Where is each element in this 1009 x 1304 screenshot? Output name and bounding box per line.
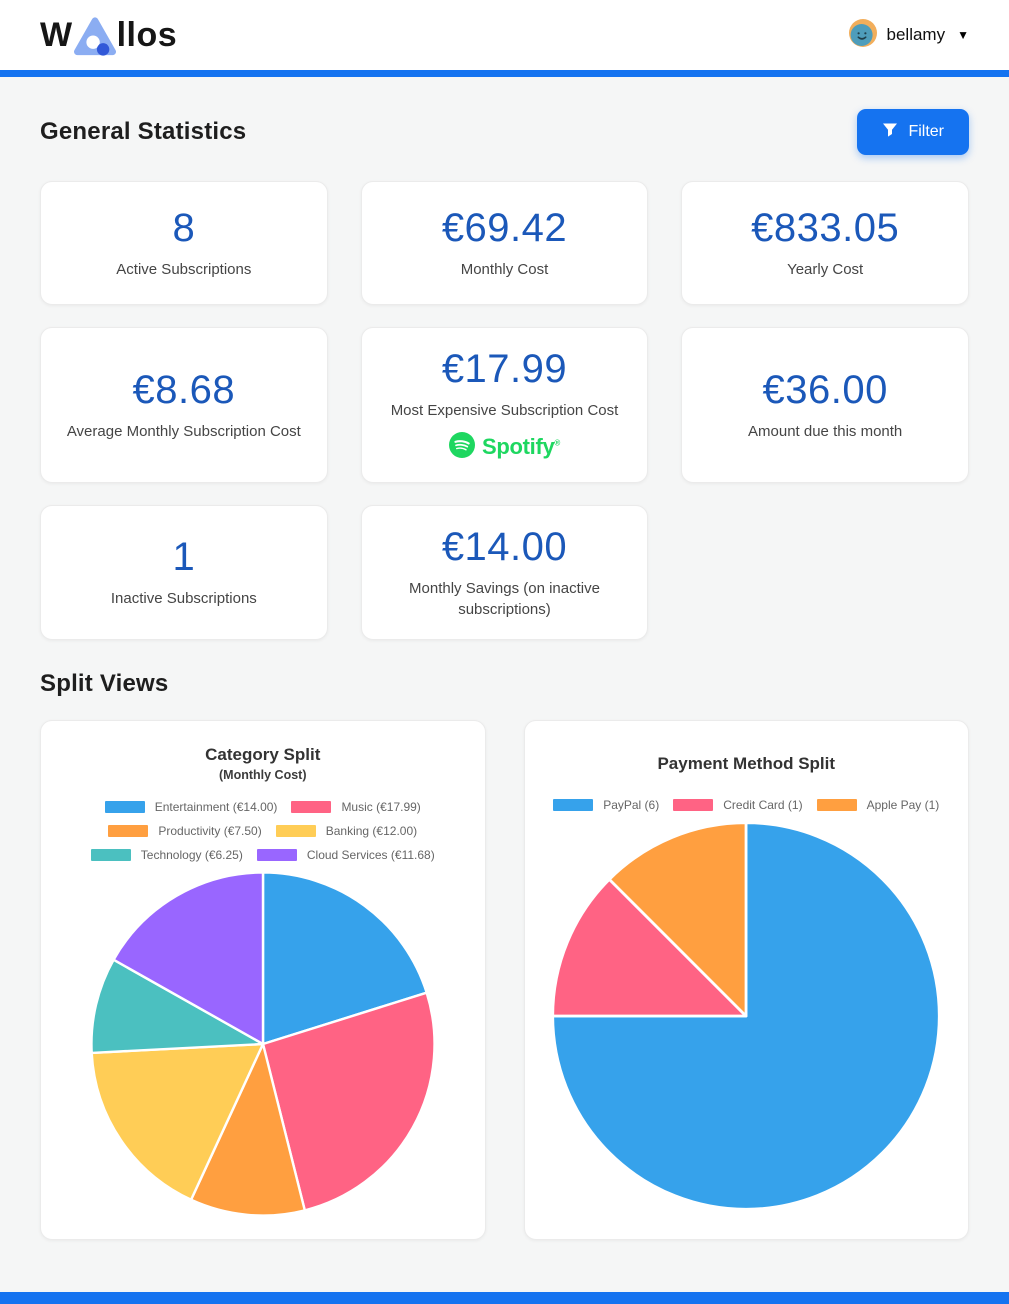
stat-card-monthly-savings: €14.00 Monthly Savings (on inactive subs… (360, 505, 649, 640)
legend-swatch (816, 799, 857, 812)
legend-swatch (108, 825, 149, 838)
legend-swatch (256, 849, 297, 862)
filter-button[interactable]: Filter (857, 109, 969, 155)
stat-card-active-subscriptions: 8 Active Subscriptions (40, 181, 328, 305)
legend-item-credit-card[interactable]: Credit Card (1) (673, 798, 803, 813)
logo-triangle-icon (73, 14, 117, 56)
pie-slice-banking[interactable] (90, 1043, 264, 1202)
stat-cards-grid: 8 Active Subscriptions €69.42 Monthly Co… (40, 181, 969, 640)
stat-card-amount-due: €36.00 Amount due this month (681, 327, 969, 483)
pie-slice-credit-card[interactable] (551, 878, 748, 1018)
pie-slice-music[interactable] (261, 991, 436, 1212)
main-content: General Statistics Filter 8 Active Subsc… (0, 77, 1009, 1240)
stat-label: Most Expensive Subscription Cost (390, 402, 619, 420)
stat-value: €17.99 (441, 347, 568, 392)
stat-label: Average Monthly Subscription Cost (66, 422, 301, 440)
stat-label: Active Subscriptions (116, 260, 252, 278)
stat-card-inactive-subscriptions: 1 Inactive Subscriptions (40, 505, 328, 640)
stat-card-yearly-cost: €833.05 Yearly Cost (681, 181, 969, 305)
payment-method-split-title: Payment Method Split (657, 754, 836, 773)
chevron-down-icon: ▼ (957, 28, 969, 42)
category-split-subtitle: (Monthly Cost) (219, 768, 307, 783)
legend-swatch (291, 801, 332, 814)
stat-label: Monthly Cost (460, 260, 549, 278)
stat-label: Yearly Cost (787, 260, 864, 278)
payment-method-split-legend: PayPal (6) Credit Card (1) Apple Pay (1) (553, 798, 939, 812)
legend-item-productivity[interactable]: Productivity (€7.50) (108, 824, 262, 839)
pie-slice-technology[interactable] (89, 958, 264, 1055)
general-statistics-title: General Statistics (40, 118, 247, 145)
legend-swatch (553, 799, 594, 812)
legend-label: Music (€17.99) (341, 800, 421, 815)
stat-label: Monthly Savings (on inactive subscriptio… (409, 580, 600, 618)
legend-item-music[interactable]: Music (€17.99) (291, 800, 421, 815)
spotify-logo: Spotify® (448, 431, 561, 463)
top-header: W llos bellamy ▼ (0, 0, 1009, 70)
stat-value: 8 (172, 205, 196, 250)
legend-label: Cloud Services (€11.68) (306, 848, 435, 863)
pie-slice-cloud-services[interactable] (112, 871, 264, 1046)
legend-item-technology[interactable]: Technology (€6.25) (90, 848, 243, 863)
user-avatar (848, 18, 878, 53)
pie-slice-entertainment[interactable] (261, 871, 428, 1046)
stat-card-monthly-cost: €69.42 Monthly Cost (360, 181, 649, 305)
stat-value: €69.42 (441, 205, 568, 250)
logo-text-w: W (40, 15, 73, 54)
category-split-title: Category Split (205, 745, 321, 764)
footer-accent-bar (0, 1292, 1009, 1304)
stat-value: €14.00 (441, 525, 568, 570)
legend-item-entertainment[interactable]: Entertainment (€14.00) (104, 800, 278, 815)
filter-button-label: Filter (908, 123, 944, 140)
category-split-legend: Entertainment (€14.00) Music (€17.99) Prod… (67, 800, 459, 862)
stat-value: 1 (172, 535, 196, 580)
spotify-icon (448, 431, 475, 463)
logo-text-rest: llos (116, 15, 178, 54)
legend-label: Productivity (€7.50) (158, 824, 262, 839)
legend-item-cloud-services[interactable]: Cloud Services (€11.68) (256, 848, 435, 863)
legend-item-banking[interactable]: Banking (€12.00) (275, 824, 418, 839)
legend-swatch (90, 849, 131, 862)
pie-slice-apple-pay[interactable] (608, 821, 748, 1018)
general-statistics-header: General Statistics Filter (40, 109, 969, 155)
stat-value: €36.00 (762, 367, 888, 412)
stat-value: €8.68 (132, 367, 236, 412)
stat-card-most-expensive: €17.99 Most Expensive Subscription Cost … (360, 327, 649, 483)
user-name: bellamy (886, 25, 946, 44)
split-views-title: Split Views (40, 670, 169, 697)
pie-slice-productivity[interactable] (189, 1043, 306, 1218)
legend-label: Technology (€6.25) (140, 848, 243, 863)
legend-item-paypal[interactable]: PayPal (6) (553, 798, 659, 812)
stat-label: Amount due this month (748, 422, 903, 440)
legend-swatch (275, 825, 316, 838)
legend-swatch (104, 801, 145, 814)
stat-card-average-monthly-cost: €8.68 Average Monthly Subscription Cost (40, 327, 328, 483)
funnel-icon (882, 122, 898, 143)
category-split-card: Category Split (Monthly Cost) Entertainm… (40, 720, 486, 1240)
payment-pie-chart (550, 820, 942, 1212)
legend-label: Credit Card (1) (723, 798, 803, 813)
user-menu[interactable]: bellamy ▼ (848, 18, 969, 53)
stat-label: Inactive Subscriptions (110, 590, 257, 608)
payment-method-split-card: Payment Method Split PayPal (6) Credit Ca… (523, 720, 969, 1240)
header-accent-bar (0, 70, 1009, 77)
legend-swatch (673, 799, 714, 812)
split-views-charts: Category Split (Monthly Cost) Entertainm… (40, 720, 969, 1240)
legend-label: Apple Pay (1) (866, 798, 940, 813)
legend-label: Banking (€12.00) (325, 824, 418, 839)
category-pie-chart (89, 870, 437, 1218)
pie-slice-paypal[interactable] (551, 821, 941, 1211)
wallos-logo[interactable]: W llos (40, 14, 177, 56)
spotify-wordmark: Spotify® (481, 434, 561, 460)
stat-value: €833.05 (751, 205, 900, 250)
legend-label: Entertainment (€14.00) (154, 800, 278, 815)
legend-label: PayPal (6) (603, 798, 660, 813)
legend-item-apple-pay[interactable]: Apple Pay (1) (816, 798, 940, 813)
